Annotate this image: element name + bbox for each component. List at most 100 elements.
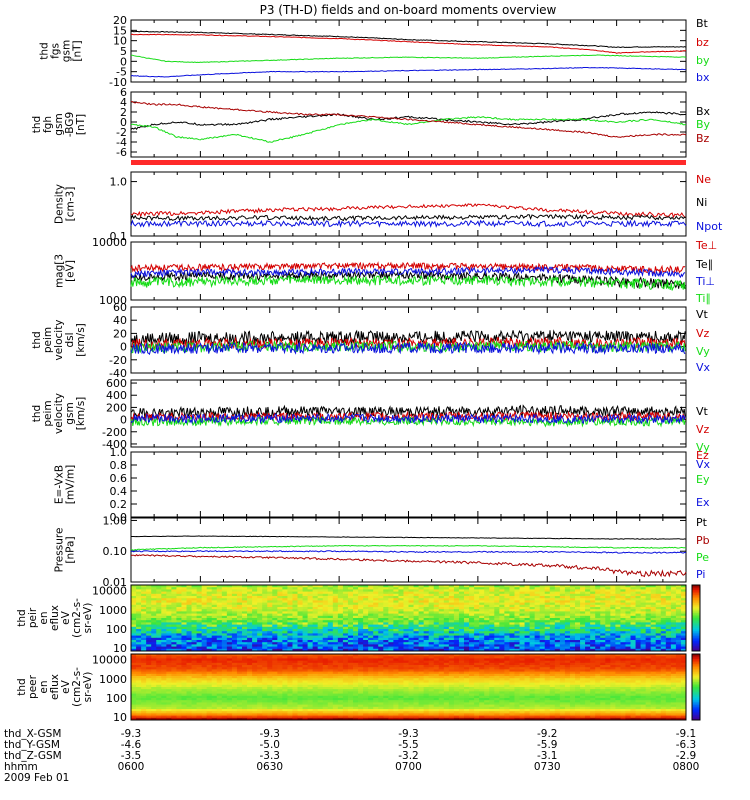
spectrogram-cell (277, 658, 283, 661)
spectrogram-cell (242, 648, 248, 652)
spectrogram-cell (363, 640, 369, 643)
spectrogram-cell (640, 585, 647, 588)
spectrogram-cell (236, 637, 243, 641)
spectrogram-cell (680, 611, 687, 614)
spectrogram-cell (257, 591, 263, 595)
spectrogram-cell (504, 667, 510, 670)
spectrogram-cell (428, 656, 435, 659)
spectrogram-cell (302, 626, 308, 630)
spectrogram-cell (236, 596, 243, 599)
spectrogram-cell (453, 620, 460, 623)
spectrogram-cell (166, 624, 172, 628)
spectrogram-cell (201, 615, 208, 619)
spectrogram-cell (484, 662, 490, 666)
spectrogram-cell (635, 631, 641, 634)
spectrogram-cell (499, 640, 505, 643)
spectrogram-cell (660, 591, 667, 595)
spectrogram-cell (378, 604, 384, 608)
spectrogram-cell (181, 620, 187, 623)
spectrogram-cell (322, 589, 329, 592)
spectrogram-cell (141, 624, 147, 628)
spectrogram-cell (564, 593, 571, 597)
spectrogram-cell (595, 640, 601, 643)
spectrogram-cell (413, 665, 419, 668)
spectrogram-cell (151, 589, 157, 592)
spectrogram-cell (504, 658, 510, 661)
spectrogram-cell (277, 615, 283, 619)
spectrogram-cell (554, 660, 561, 664)
spectrogram-cell (438, 665, 445, 668)
spectrogram-cell (620, 629, 626, 632)
spectrogram-cell (418, 629, 425, 632)
spectrogram-cell (529, 613, 536, 617)
spectrogram-cell (257, 631, 263, 634)
spectrogram-cell (257, 654, 263, 657)
spectrogram-cell (342, 654, 349, 657)
spectrogram-cell (368, 629, 374, 632)
spectrogram-cell (302, 587, 308, 590)
spectrogram-cell (650, 613, 657, 617)
spectrogram-cell (448, 585, 455, 588)
spectrogram-cell (499, 613, 505, 617)
spectrogram-cell (650, 622, 657, 625)
spectrogram-cell (136, 646, 142, 650)
spectrogram-cell (438, 613, 445, 617)
spectrogram-cell (236, 658, 243, 661)
spectrogram-cell (181, 658, 187, 661)
spectrogram-cell (585, 646, 591, 650)
spectrogram-cell (186, 631, 192, 634)
spectrogram-cell (559, 640, 566, 643)
spectrogram-cell (292, 637, 298, 641)
spectrogram-cell (640, 660, 647, 664)
spectrogram-cell (564, 611, 571, 614)
spectrogram-cell (201, 604, 208, 608)
spectrogram-cell (247, 644, 253, 647)
spectrogram-cell (655, 667, 662, 670)
spectrogram-cell (585, 635, 591, 639)
spectrogram-cell (575, 591, 581, 595)
spectrogram-cell (156, 658, 162, 661)
spectrogram-cell (398, 591, 404, 595)
spectrogram-cell (282, 662, 288, 666)
spectrogram-cell (136, 629, 142, 632)
spectrogram-cell (544, 591, 551, 595)
spectrogram-cell (443, 633, 450, 636)
spectrogram-cell (347, 587, 354, 590)
spectrogram-cell (464, 604, 470, 608)
spectrogram-cell (610, 618, 616, 621)
spectrogram-cell (201, 656, 208, 659)
spectrogram-cell (242, 624, 248, 628)
spectrogram-cell (403, 644, 409, 647)
spectrogram-cell (590, 626, 596, 630)
spectrogram-cell (297, 591, 303, 595)
spectrogram-cell (413, 635, 419, 639)
spectrogram-cell (141, 629, 147, 632)
spectrogram-cell (287, 626, 293, 630)
spectrogram-cell (327, 642, 334, 645)
spectrogram-cell (680, 615, 687, 619)
spectrogram-cell (564, 613, 571, 617)
spectrogram-cell (524, 642, 530, 645)
spectrogram-cell (322, 629, 329, 632)
spectrogram-cell (660, 602, 667, 606)
spectrogram-cell (529, 648, 536, 652)
spectrogram-cell (247, 598, 253, 601)
spectrogram-cell (549, 658, 556, 661)
spectrogram-cell (580, 615, 586, 619)
spectrogram-cell (423, 667, 430, 670)
spectrogram-cell (408, 607, 414, 610)
spectrogram-cell (635, 662, 641, 666)
spectrogram-cell (448, 618, 455, 621)
spectrogram-cell (469, 587, 475, 590)
spectrogram-cell (620, 640, 626, 643)
spectrogram-cell (595, 593, 601, 597)
spectrogram-cell (549, 600, 556, 603)
spectrogram-cell (383, 604, 389, 608)
spectrogram-cell (196, 613, 203, 617)
spectrogram-cell (524, 631, 530, 634)
spectrogram-cell (211, 635, 218, 639)
spectrogram-cell (484, 644, 490, 647)
spectrogram-cell (610, 667, 616, 670)
spectrogram-cell (393, 654, 399, 657)
spectrogram-cell (413, 611, 419, 614)
